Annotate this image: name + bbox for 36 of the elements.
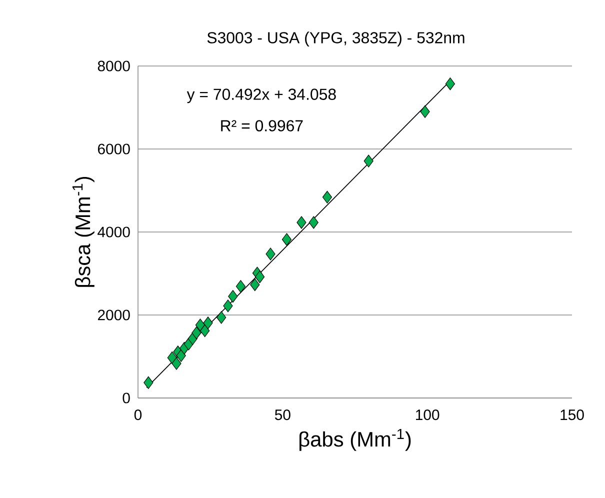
point [167, 351, 177, 364]
y-tick-label: 6000 [98, 144, 130, 154]
point [266, 248, 276, 260]
x-tick-label: 0 [134, 410, 142, 420]
annotation: y = 70.492x + 34.058 [186, 88, 336, 104]
point [228, 290, 238, 303]
x-axis-title: βabs (Mm$^{-1}$) [300, 428, 411, 451]
point [192, 326, 202, 340]
point [216, 311, 226, 324]
point [282, 233, 292, 246]
point [176, 349, 186, 362]
y-tick-label: 4000 [98, 226, 130, 238]
point [308, 216, 318, 229]
point [200, 324, 210, 338]
point [255, 270, 265, 284]
y-tick-label: 2000 [98, 310, 130, 320]
y-tick-label: 8000 [98, 60, 130, 72]
point [172, 357, 182, 370]
point [203, 316, 213, 330]
point [144, 376, 154, 389]
annotation: R² = 0.9967 [221, 120, 303, 132]
x-tick-label: 100 [416, 410, 440, 420]
point [223, 300, 233, 312]
chart-title: S3003 - USA (YPG, 3835Z) - 532nm [207, 32, 464, 46]
y-axis-title: βsca (Mm$^{-1}$) [72, 176, 94, 287]
point [420, 105, 430, 118]
point [195, 318, 206, 332]
point [250, 278, 260, 292]
point [364, 154, 374, 168]
point [445, 78, 455, 90]
x-tick-label: 50 [274, 410, 290, 420]
point [296, 216, 306, 229]
point [322, 190, 332, 204]
point [236, 280, 246, 293]
x-tick-label: 150 [560, 410, 584, 420]
y-tick-label: 0 [122, 392, 130, 404]
